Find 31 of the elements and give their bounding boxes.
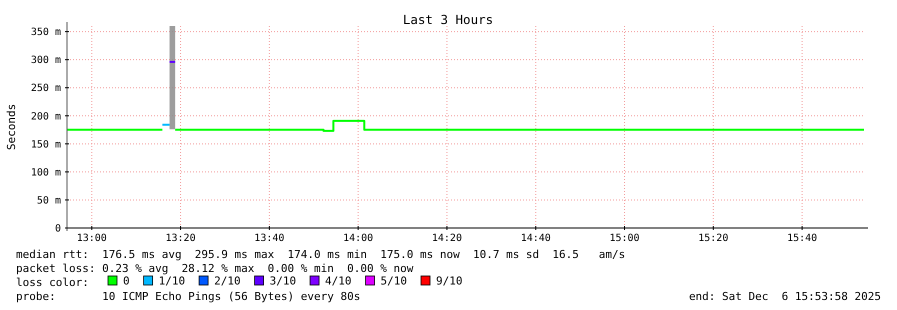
text: probe: 10 ICMP Echo Pings (56 Bytes) every 80s [16,290,360,303]
y-tick-label: 300 m [30,55,61,66]
legend-label: 3/10 [270,274,296,288]
y-tick-label: 100 m [30,167,61,178]
x-tick-label: 13:40 [254,233,284,244]
legend-label: 4/10 [325,274,352,288]
y-tick-label: 50 m [36,195,61,206]
y-tick-label: 200 m [30,111,61,122]
legend-label: 0 [123,274,130,288]
text: median rtt: 176.5 ms avg 295.9 ms max 174.0 ms min 175.0 ms now 10.7 ms sd 16.5 am/s [16,248,626,261]
x-tick-label: 14:20 [432,233,462,244]
x-tick-label: 15:20 [698,233,728,244]
x-tick-label: 13:20 [166,233,196,244]
y-tick-label: 150 m [30,139,61,150]
y-tick-label: 350 m [30,27,61,38]
legend-label: 5/10 [380,274,408,288]
legend-title: loss color: [16,276,89,289]
text: end: Sat Dec 6 15:53:58 2025 [688,290,881,303]
y-tick-label: 250 m [30,83,61,94]
text: packet loss: 0.23 % avg 28.12 % max 0.00 % min 0.00 % now [16,262,414,275]
legend-label: 1/10 [158,274,186,288]
x-tick-label: 14:40 [520,233,551,244]
x-tick-label: 14:00 [343,233,374,244]
x-tick-label: 13:00 [76,233,107,244]
legend-label: 2/10 [214,274,241,288]
y-axis-title: Seconds [5,104,18,150]
x-tick-label: 15:40 [787,233,818,244]
legend-label: 9/10 [436,274,463,288]
y-tick-label: 0 [54,224,61,234]
x-tick-label: 15:00 [609,233,640,244]
chart-title: Last 3 Hours [402,12,494,27]
